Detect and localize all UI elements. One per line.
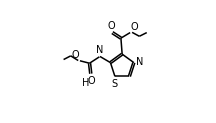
Text: N: N	[136, 57, 143, 67]
Text: N: N	[96, 45, 103, 55]
Text: O: O	[87, 76, 95, 85]
Text: O: O	[131, 22, 138, 32]
Text: H: H	[82, 78, 90, 88]
Text: S: S	[111, 79, 117, 89]
Text: O: O	[108, 21, 115, 31]
Text: O: O	[71, 50, 79, 60]
